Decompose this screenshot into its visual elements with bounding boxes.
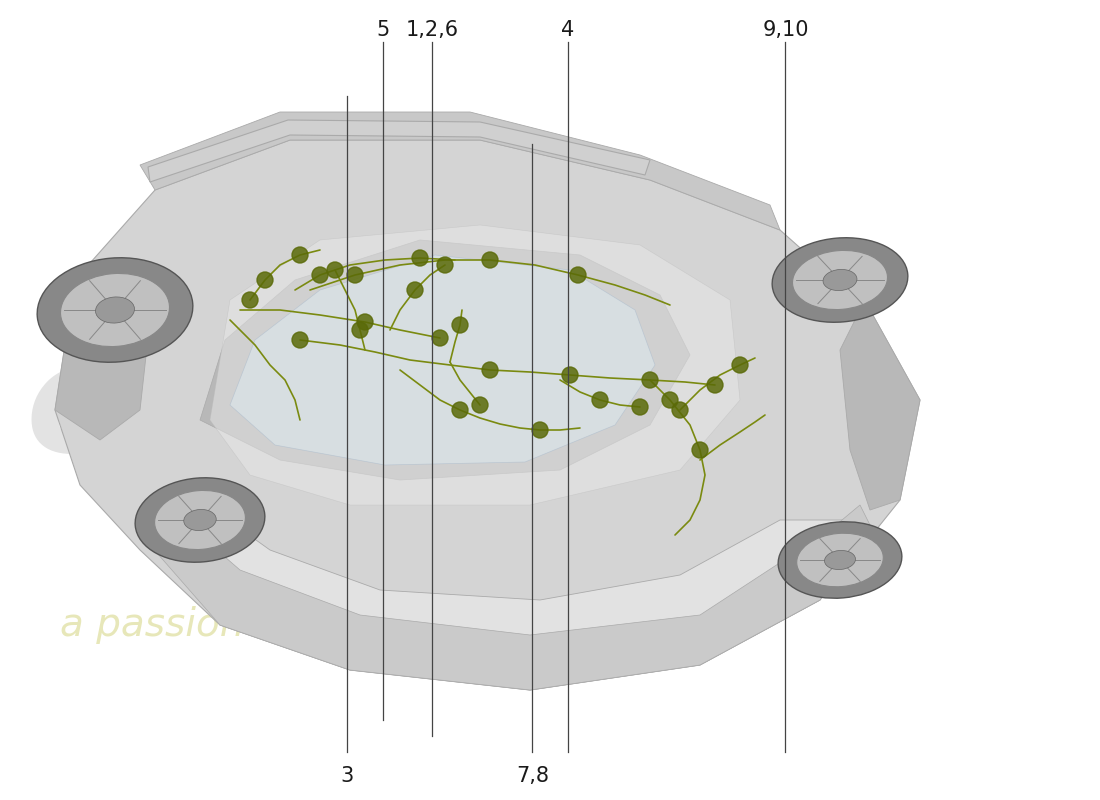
Ellipse shape [155, 490, 245, 550]
Circle shape [692, 442, 708, 458]
Polygon shape [55, 140, 920, 690]
Circle shape [672, 402, 688, 418]
Text: 9,10: 9,10 [762, 20, 808, 40]
Circle shape [662, 392, 678, 408]
Polygon shape [230, 255, 654, 465]
Circle shape [257, 272, 273, 288]
Circle shape [358, 314, 373, 330]
Ellipse shape [772, 238, 908, 322]
Ellipse shape [135, 478, 265, 562]
Polygon shape [150, 505, 870, 690]
Circle shape [472, 397, 488, 413]
Ellipse shape [60, 274, 169, 346]
Polygon shape [160, 500, 850, 690]
Circle shape [482, 252, 498, 268]
Polygon shape [55, 260, 150, 440]
Ellipse shape [792, 250, 888, 310]
Circle shape [327, 262, 343, 278]
Circle shape [532, 422, 548, 438]
Circle shape [570, 267, 586, 283]
Circle shape [352, 322, 368, 338]
Circle shape [642, 372, 658, 388]
Text: 3: 3 [340, 766, 353, 786]
Circle shape [346, 267, 363, 283]
Polygon shape [840, 310, 920, 510]
Ellipse shape [823, 270, 857, 290]
Ellipse shape [796, 534, 883, 586]
Circle shape [437, 257, 453, 273]
Circle shape [732, 357, 748, 373]
Ellipse shape [825, 550, 856, 570]
Circle shape [632, 399, 648, 415]
Polygon shape [210, 225, 740, 505]
Ellipse shape [184, 510, 217, 530]
Ellipse shape [37, 258, 192, 362]
Circle shape [482, 362, 498, 378]
Circle shape [452, 402, 468, 418]
Ellipse shape [778, 522, 902, 598]
Circle shape [707, 377, 723, 393]
Text: europes: europes [25, 335, 722, 485]
Polygon shape [140, 112, 780, 230]
Circle shape [432, 330, 448, 346]
Circle shape [312, 267, 328, 283]
Circle shape [592, 392, 608, 408]
Text: 5: 5 [376, 20, 389, 40]
Ellipse shape [96, 297, 134, 323]
Text: 7,8: 7,8 [516, 766, 549, 786]
Text: 4: 4 [561, 20, 574, 40]
Polygon shape [148, 120, 650, 182]
Circle shape [292, 247, 308, 263]
Circle shape [452, 317, 468, 333]
Text: 1,2,6: 1,2,6 [406, 20, 459, 40]
Circle shape [562, 367, 578, 383]
Text: a passion for cars since 1985: a passion for cars since 1985 [60, 606, 628, 644]
Circle shape [412, 250, 428, 266]
Circle shape [242, 292, 258, 308]
Circle shape [292, 332, 308, 348]
Polygon shape [200, 240, 690, 480]
Circle shape [407, 282, 424, 298]
